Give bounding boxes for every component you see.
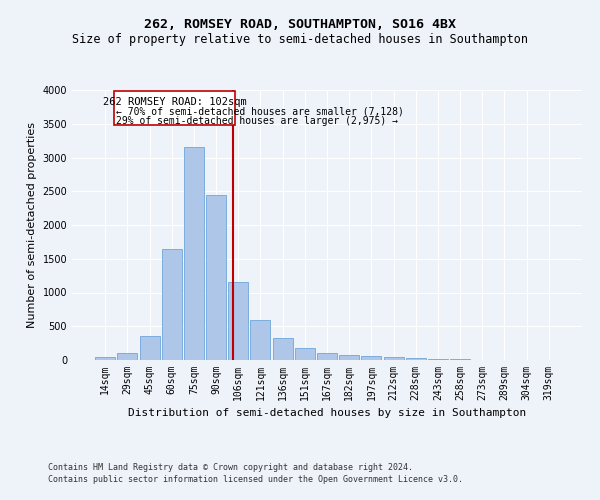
Bar bbox=[406, 358, 426, 360]
Bar bbox=[272, 338, 293, 360]
Text: 262, ROMSEY ROAD, SOUTHAMPTON, SO16 4BX: 262, ROMSEY ROAD, SOUTHAMPTON, SO16 4BX bbox=[144, 18, 456, 30]
Bar bbox=[361, 356, 382, 360]
Text: Contains public sector information licensed under the Open Government Licence v3: Contains public sector information licen… bbox=[48, 475, 463, 484]
Bar bbox=[118, 353, 137, 360]
Text: Size of property relative to semi-detached houses in Southampton: Size of property relative to semi-detach… bbox=[72, 32, 528, 46]
FancyBboxPatch shape bbox=[114, 92, 235, 125]
Text: 29% of semi-detached houses are larger (2,975) →: 29% of semi-detached houses are larger (… bbox=[116, 116, 398, 126]
Text: ← 70% of semi-detached houses are smaller (7,128): ← 70% of semi-detached houses are smalle… bbox=[116, 107, 404, 117]
Bar bbox=[250, 320, 271, 360]
Bar bbox=[317, 353, 337, 360]
Bar bbox=[162, 248, 182, 360]
Text: 262 ROMSEY ROAD: 102sqm: 262 ROMSEY ROAD: 102sqm bbox=[103, 97, 247, 107]
Y-axis label: Number of semi-detached properties: Number of semi-detached properties bbox=[27, 122, 37, 328]
Bar bbox=[339, 355, 359, 360]
Bar bbox=[95, 356, 115, 360]
Text: Contains HM Land Registry data © Crown copyright and database right 2024.: Contains HM Land Registry data © Crown c… bbox=[48, 464, 413, 472]
Bar bbox=[295, 348, 315, 360]
Text: Distribution of semi-detached houses by size in Southampton: Distribution of semi-detached houses by … bbox=[128, 408, 526, 418]
Bar bbox=[206, 194, 226, 360]
Bar bbox=[428, 358, 448, 360]
Bar bbox=[184, 148, 204, 360]
Bar bbox=[383, 358, 404, 360]
Bar bbox=[228, 282, 248, 360]
Bar bbox=[140, 336, 160, 360]
